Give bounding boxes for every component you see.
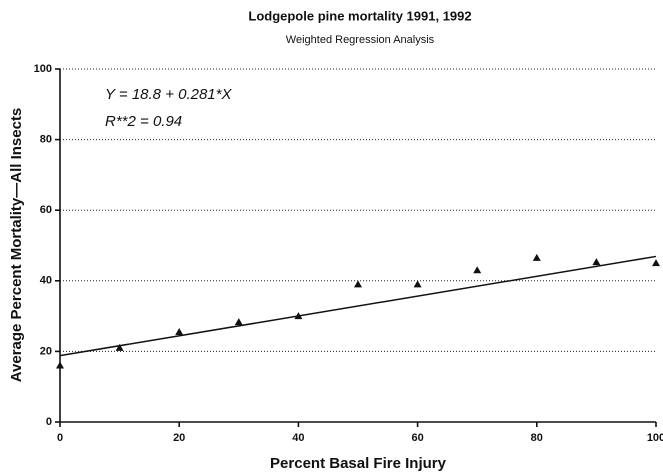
x-tick-label: 100 xyxy=(647,432,663,444)
data-point xyxy=(592,258,601,266)
x-tick-label: 0 xyxy=(57,432,63,444)
data-point xyxy=(413,280,422,288)
data-point xyxy=(532,253,541,261)
regression-line xyxy=(59,255,657,357)
x-tick-label: 60 xyxy=(411,432,423,444)
data-point xyxy=(234,318,243,326)
y-tick-label: 80 xyxy=(40,134,52,146)
data-point xyxy=(294,312,303,320)
data-point xyxy=(473,266,482,274)
data-point xyxy=(56,361,64,369)
chart-title: Lodgepole pine mortality 1991, 1992 xyxy=(248,8,471,23)
x-axis-label: Percent Basal Fire Injury xyxy=(270,455,447,472)
y-tick-label: 0 xyxy=(46,416,52,428)
data-point xyxy=(115,343,124,351)
data-point xyxy=(175,327,184,335)
y-tick-label: 100 xyxy=(34,63,52,75)
data-point xyxy=(354,280,362,288)
y-tick-label: 60 xyxy=(40,204,52,216)
y-tick-label: 40 xyxy=(40,275,52,287)
annotation: Y = 18.8 + 0.281*X xyxy=(105,86,232,103)
x-tick-label: 20 xyxy=(173,432,185,444)
y-axis-label: Average Percent Mortality—All Insects xyxy=(8,108,25,383)
chart-subtitle: Weighted Regression Analysis xyxy=(286,34,435,46)
x-tick-label: 40 xyxy=(292,432,304,444)
data-point xyxy=(652,259,660,267)
y-tick-label: 20 xyxy=(40,345,52,357)
annotation: R**2 = 0.94 xyxy=(105,113,182,130)
x-tick-label: 80 xyxy=(531,432,543,444)
